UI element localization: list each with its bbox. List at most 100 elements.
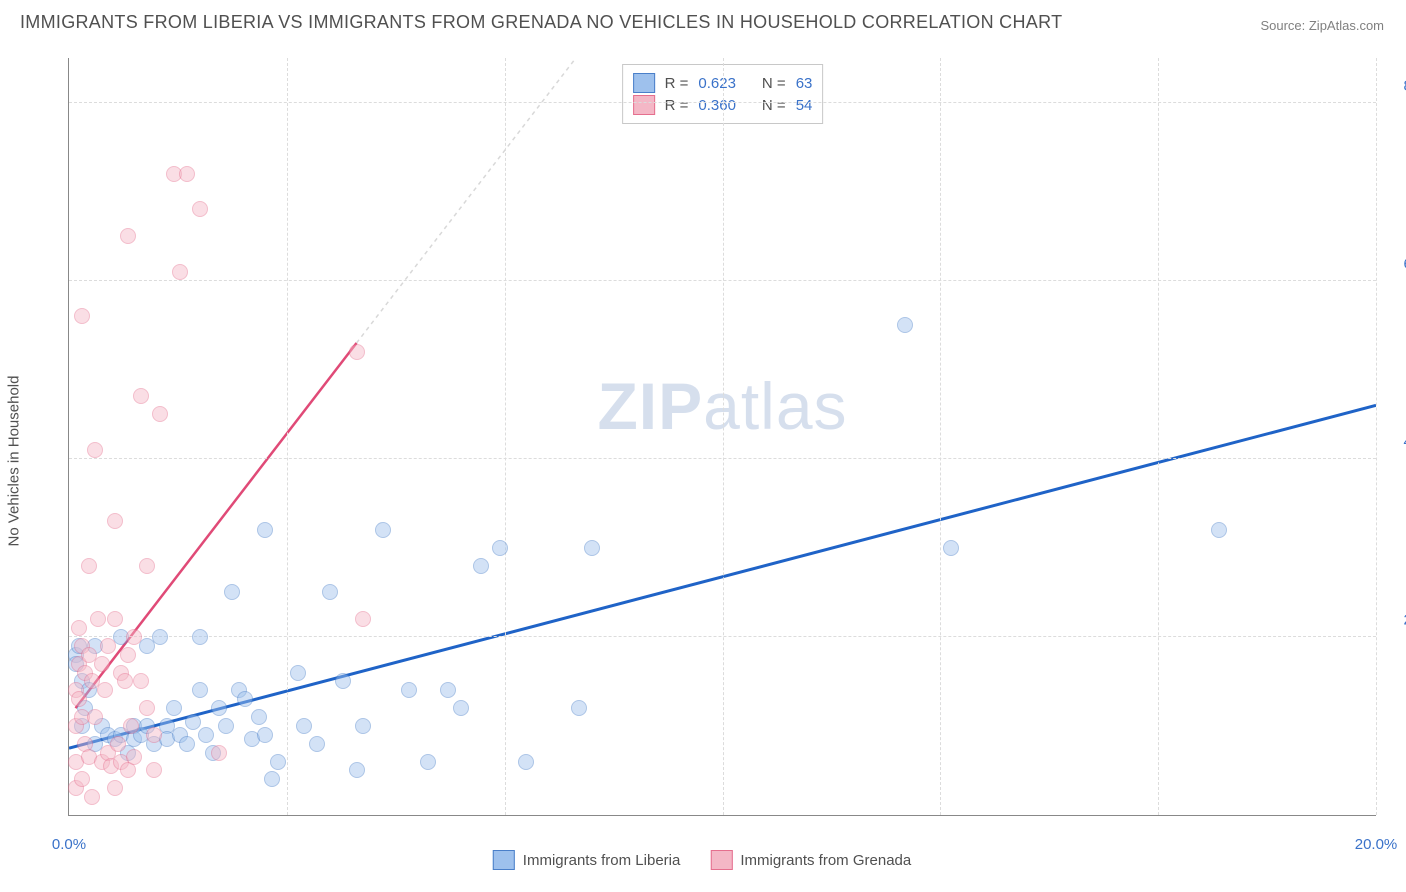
- scatter-point-liberia: [1211, 522, 1227, 538]
- scatter-point-grenada: [74, 771, 90, 787]
- scatter-point-liberia: [192, 682, 208, 698]
- source-label: Source: ZipAtlas.com: [1260, 18, 1384, 33]
- scatter-point-liberia: [257, 522, 273, 538]
- scatter-point-liberia: [185, 714, 201, 730]
- scatter-point-liberia: [322, 584, 338, 600]
- grid-v: [723, 58, 724, 815]
- scatter-point-liberia: [571, 700, 587, 716]
- scatter-point-liberia: [251, 709, 267, 725]
- scatter-point-grenada: [355, 611, 371, 627]
- chart-container: No Vehicles in Household ZIPatlas R =0.6…: [20, 48, 1384, 874]
- scatter-point-grenada: [74, 308, 90, 324]
- stats-n-label: N =: [762, 97, 786, 114]
- scatter-point-liberia: [198, 727, 214, 743]
- scatter-point-grenada: [123, 718, 139, 734]
- grid-v: [940, 58, 941, 815]
- y-axis-label: No Vehicles in Household: [6, 376, 23, 547]
- legend-swatch-grenada: [710, 850, 732, 870]
- legend-item-liberia: Immigrants from Liberia: [493, 850, 681, 870]
- scatter-point-liberia: [152, 629, 168, 645]
- stats-r-value: 0.360: [698, 97, 736, 114]
- scatter-point-grenada: [87, 709, 103, 725]
- scatter-point-grenada: [107, 513, 123, 529]
- scatter-point-grenada: [126, 629, 142, 645]
- legend-swatch-liberia: [493, 850, 515, 870]
- y-tick-label: 60.0%: [1386, 255, 1406, 272]
- scatter-point-liberia: [897, 317, 913, 333]
- chart-title: IMMIGRANTS FROM LIBERIA VS IMMIGRANTS FR…: [20, 12, 1062, 33]
- stats-r-value: 0.623: [698, 75, 736, 92]
- scatter-point-grenada: [133, 388, 149, 404]
- legend-label: Immigrants from Grenada: [740, 852, 911, 869]
- scatter-point-liberia: [492, 540, 508, 556]
- scatter-point-grenada: [100, 638, 116, 654]
- scatter-point-grenada: [139, 700, 155, 716]
- grid-v: [287, 58, 288, 815]
- scatter-point-liberia: [257, 727, 273, 743]
- scatter-point-liberia: [453, 700, 469, 716]
- scatter-point-grenada: [90, 611, 106, 627]
- scatter-point-liberia: [264, 771, 280, 787]
- scatter-point-liberia: [518, 754, 534, 770]
- scatter-point-liberia: [166, 700, 182, 716]
- scatter-point-liberia: [349, 762, 365, 778]
- grid-v: [1376, 58, 1377, 815]
- stats-n-value: 63: [796, 75, 813, 92]
- scatter-point-grenada: [97, 682, 113, 698]
- stats-swatch-liberia: [633, 73, 655, 93]
- legend-label: Immigrants from Liberia: [523, 852, 681, 869]
- scatter-point-grenada: [87, 442, 103, 458]
- scatter-point-liberia: [218, 718, 234, 734]
- scatter-point-liberia: [192, 629, 208, 645]
- scatter-point-liberia: [401, 682, 417, 698]
- scatter-point-grenada: [107, 611, 123, 627]
- scatter-point-liberia: [335, 673, 351, 689]
- scatter-point-grenada: [172, 264, 188, 280]
- scatter-point-liberia: [270, 754, 286, 770]
- scatter-point-grenada: [117, 673, 133, 689]
- scatter-point-liberia: [224, 584, 240, 600]
- scatter-point-liberia: [943, 540, 959, 556]
- legend-item-grenada: Immigrants from Grenada: [710, 850, 911, 870]
- scatter-point-grenada: [84, 789, 100, 805]
- watermark-atlas: atlas: [703, 369, 847, 443]
- scatter-point-liberia: [290, 665, 306, 681]
- scatter-point-grenada: [349, 344, 365, 360]
- scatter-point-grenada: [71, 691, 87, 707]
- scatter-point-grenada: [120, 647, 136, 663]
- x-tick-label: 0.0%: [52, 836, 86, 853]
- stats-r-label: R =: [665, 97, 689, 114]
- plot-area: ZIPatlas R =0.623N =63R =0.360N =54 20.0…: [68, 58, 1376, 816]
- scatter-point-grenada: [211, 745, 227, 761]
- scatter-point-liberia: [584, 540, 600, 556]
- scatter-point-grenada: [107, 780, 123, 796]
- scatter-point-liberia: [473, 558, 489, 574]
- scatter-point-liberia: [237, 691, 253, 707]
- stats-n-label: N =: [762, 75, 786, 92]
- scatter-point-grenada: [71, 620, 87, 636]
- scatter-point-liberia: [355, 718, 371, 734]
- y-tick-label: 80.0%: [1386, 77, 1406, 94]
- scatter-point-grenada: [146, 762, 162, 778]
- scatter-point-grenada: [126, 749, 142, 765]
- scatter-point-grenada: [94, 656, 110, 672]
- scatter-point-grenada: [81, 558, 97, 574]
- scatter-point-grenada: [110, 736, 126, 752]
- scatter-point-grenada: [179, 166, 195, 182]
- scatter-point-liberia: [179, 736, 195, 752]
- legend-bottom: Immigrants from Liberia Immigrants from G…: [493, 850, 911, 870]
- scatter-point-liberia: [309, 736, 325, 752]
- watermark-zip: ZIP: [597, 369, 703, 443]
- scatter-point-liberia: [375, 522, 391, 538]
- y-tick-label: 40.0%: [1386, 433, 1406, 450]
- scatter-point-grenada: [152, 406, 168, 422]
- grid-v: [1158, 58, 1159, 815]
- scatter-point-grenada: [139, 558, 155, 574]
- scatter-point-grenada: [146, 727, 162, 743]
- scatter-point-liberia: [440, 682, 456, 698]
- stats-n-value: 54: [796, 97, 813, 114]
- stats-r-label: R =: [665, 75, 689, 92]
- grid-v: [505, 58, 506, 815]
- scatter-point-grenada: [120, 228, 136, 244]
- scatter-point-grenada: [192, 201, 208, 217]
